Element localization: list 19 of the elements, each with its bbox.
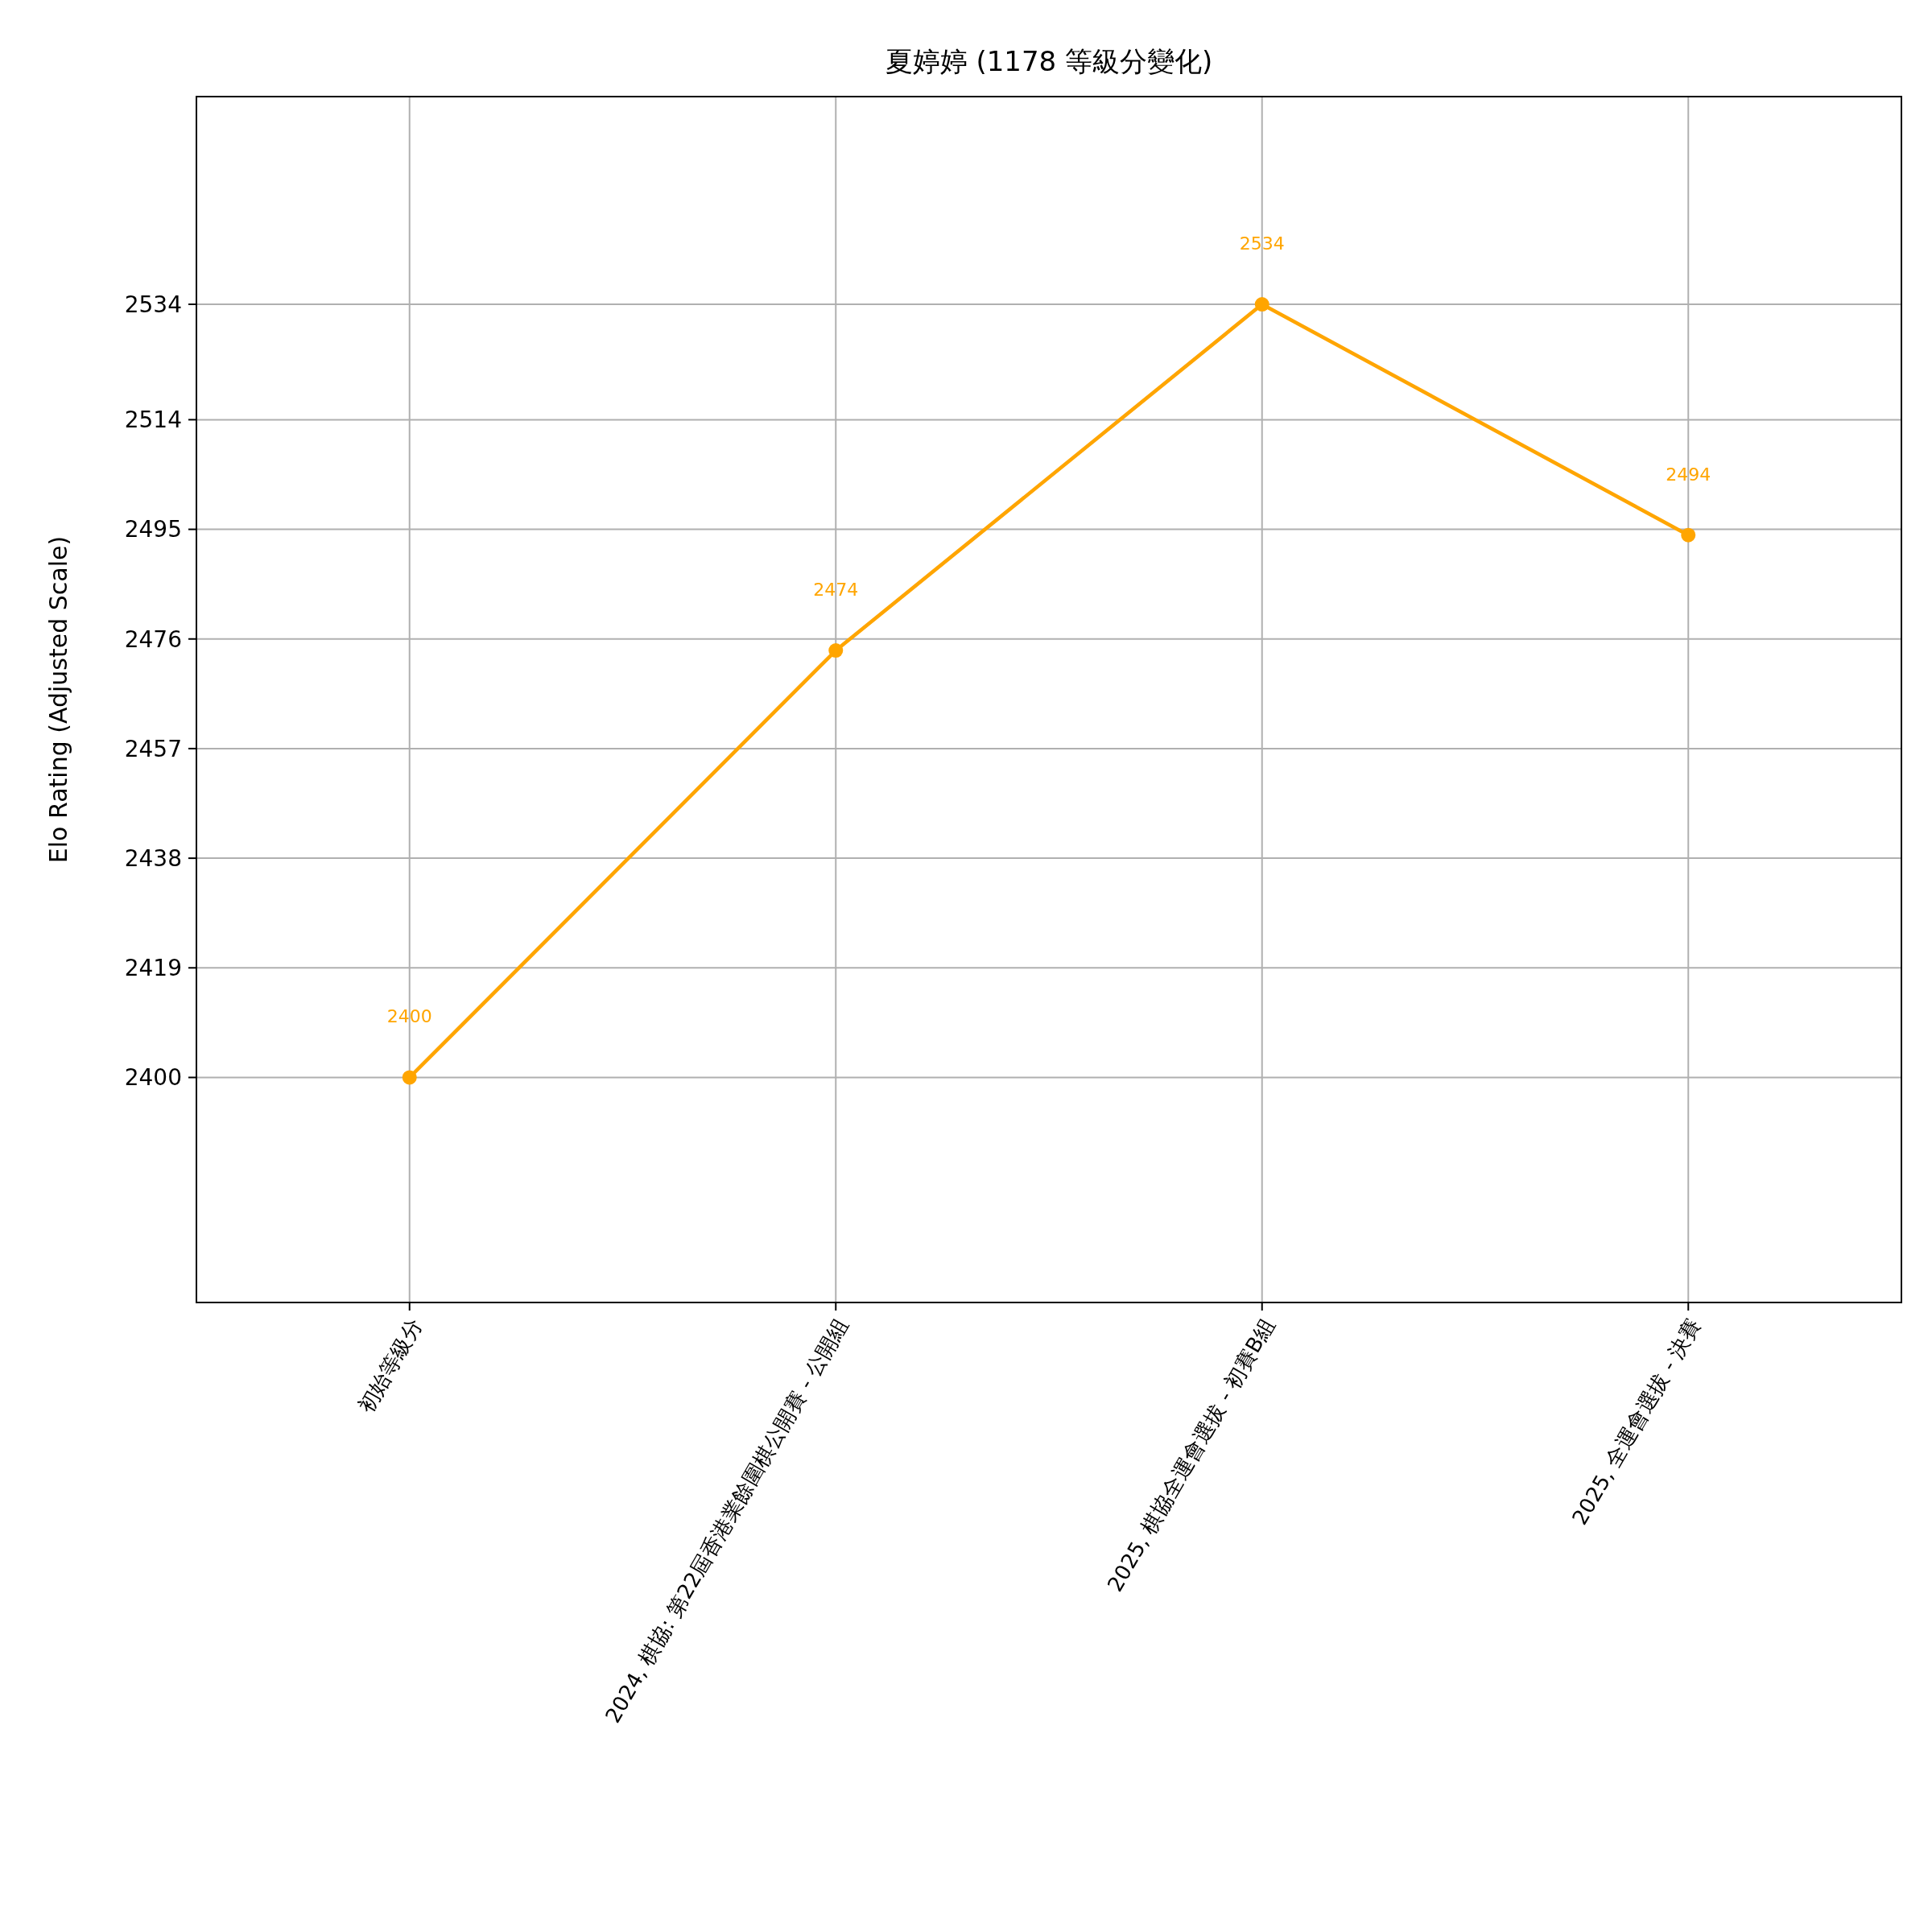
point [1254,297,1269,312]
data-label: 2534 [1239,233,1285,254]
y-axis-title: Elo Rating (Adjusted Scale) [44,535,72,864]
y-tick-label: 2438 [124,844,182,872]
point [1681,527,1696,543]
y-tick-label: 2400 [124,1064,182,1092]
x-tick-label: 初始等級分 [353,1314,427,1418]
chart-title: 夏婷婷 (1178 等級分變化) [885,45,1213,77]
point [402,1070,417,1085]
y-tick-label: 2419 [124,955,182,982]
data-label: 2494 [1666,464,1711,485]
y-tick-label: 2457 [124,735,182,762]
point [828,643,844,658]
y-tick-label: 2534 [124,291,182,318]
y-tick-label: 2495 [124,516,182,543]
y-tick-label: 2514 [124,407,182,434]
y-tick-label: 2476 [124,625,182,653]
data-label: 2400 [386,1006,432,1027]
data-label: 2474 [813,580,859,601]
